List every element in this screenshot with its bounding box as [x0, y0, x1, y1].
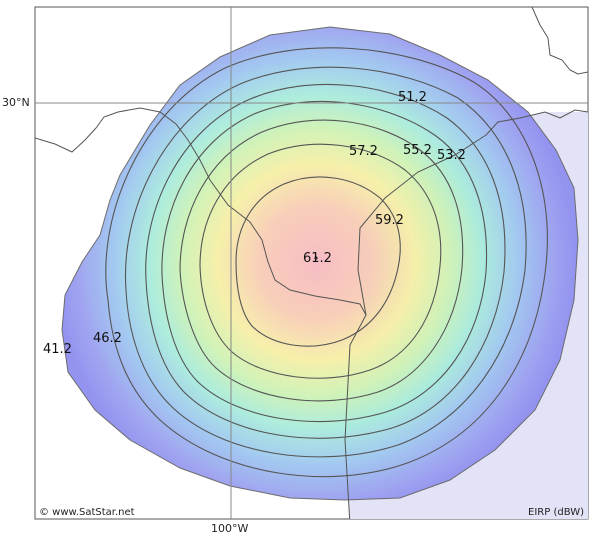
- contour-label-61-2: 61.2: [303, 251, 332, 266]
- contour-label-41-2: 41.2: [43, 342, 72, 357]
- border-line: [531, 7, 588, 75]
- contour-label-57-2: 57.2: [349, 144, 378, 159]
- border-line: [35, 107, 367, 519]
- legend-unit: EIRP (dBW): [528, 507, 584, 518]
- copyright-text: © www.SatStar.net: [39, 507, 135, 518]
- coastlines: [35, 7, 588, 519]
- longitude-label: 100°W: [211, 522, 249, 535]
- contour-label-55-2: 55.2: [403, 143, 432, 158]
- beam-center-marker: [314, 256, 318, 260]
- graticule: [35, 7, 588, 519]
- contour-line: [179, 119, 464, 402]
- contour-line: [105, 47, 548, 478]
- contour-label-51-2: 51.2: [398, 90, 427, 105]
- contour-line: [161, 100, 488, 423]
- contour-label-59-2: 59.2: [375, 213, 404, 228]
- contour-line: [199, 143, 442, 379]
- contour-line: [235, 176, 401, 347]
- contour-label-53-2: 53.2: [437, 148, 466, 163]
- contour-label-46-2: 46.2: [93, 331, 122, 346]
- latitude-label: 30°N: [2, 96, 30, 109]
- contour-line: [145, 83, 506, 439]
- border-line: [357, 109, 588, 316]
